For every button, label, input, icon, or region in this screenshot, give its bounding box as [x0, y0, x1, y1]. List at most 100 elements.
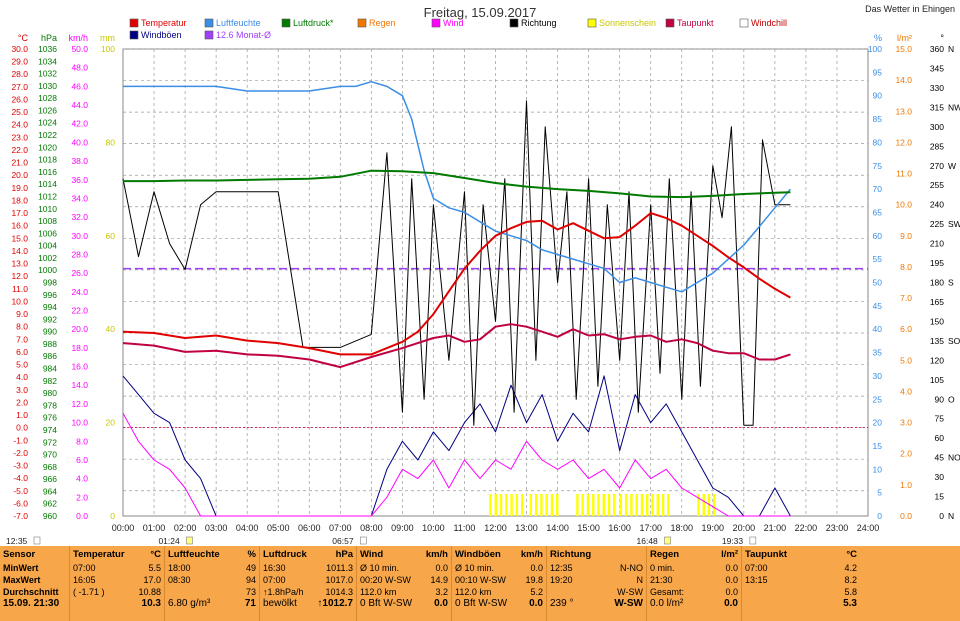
stat-column-richtung: Richtung 12:35 N-NO 19:20 N W-SW 239 ° W-SW	[547, 546, 647, 621]
sunshine-bar	[494, 494, 497, 516]
series-richtung	[122, 100, 791, 426]
axis-tick-°C: -5.0	[13, 486, 28, 496]
axis-tick-hPa: 1006	[38, 228, 57, 238]
axis-tick-hPa: 1022	[38, 130, 57, 140]
axis-tick-%: 5	[877, 488, 882, 498]
axis-unit-l/m²: l/m²	[897, 33, 912, 43]
axis-tick-km/h: 18.0	[71, 343, 88, 353]
legend-swatch	[665, 18, 675, 28]
legend-item-5: Richtung	[509, 18, 557, 28]
x-tick-label: 01:00	[143, 523, 166, 533]
sunshine-bar	[597, 494, 600, 516]
axis-tick-°C: 29.0	[11, 57, 28, 67]
axis-tick-%: 40	[873, 324, 883, 334]
row-label-min: MinWert	[3, 563, 39, 573]
stat-unit: km/h	[425, 549, 448, 560]
axis-tick-hPa: 988	[43, 339, 57, 349]
legend-swatch	[129, 30, 139, 40]
axis-tick-hPa: 1028	[38, 93, 57, 103]
axis-tick-°C: 19.0	[11, 183, 28, 193]
direction-label: N	[948, 511, 954, 521]
axis-tick-hPa: 974	[43, 425, 57, 435]
axis-tick-hPa: 972	[43, 437, 57, 447]
stat-label: 6.80 g/m³	[168, 598, 211, 609]
axis-tick-%: 45	[873, 301, 883, 311]
axis-tick-km/h: 24.0	[71, 287, 88, 297]
legend-item-0: Temperatur	[129, 18, 187, 28]
axis-tick-°C: 6.0	[16, 347, 28, 357]
stat-value: 10.88	[138, 587, 161, 597]
axis-unit-hPa: hPa	[41, 33, 57, 43]
axis-tick-°C: 21.0	[11, 158, 28, 168]
stat-unit: °C	[846, 549, 857, 560]
sunshine-bar	[510, 494, 513, 516]
axis-tick-°: 255	[930, 180, 944, 190]
axis-tick-°C: 23.0	[11, 132, 28, 142]
direction-label: SW	[948, 219, 960, 229]
left-axes: °C -7.0 -6.0 -5.0 -4.0 -3.0 -2.0 -1.0 0.0 1.0 2.0 3…	[11, 33, 115, 521]
stat-unit: °C	[150, 549, 161, 560]
stat-label: ( -1.71 )	[73, 587, 105, 597]
sunshine-bar	[515, 494, 519, 516]
stat-label: 16:30	[263, 563, 286, 573]
x-tick-label: 22:00	[795, 523, 818, 533]
direction-label: S	[948, 278, 954, 288]
axis-tick-km/h: 20.0	[71, 324, 88, 334]
direction-label: N	[948, 44, 954, 54]
axis-tick-hPa: 1036	[38, 44, 57, 54]
axis-tick-hPa: 1008	[38, 216, 57, 226]
axis-tick-°C: 12.0	[11, 271, 28, 281]
axis-tick-hPa: 980	[43, 388, 57, 398]
axis-tick-%: 50	[873, 278, 883, 288]
axis-tick-hPa: 964	[43, 486, 57, 496]
axis-tick-l/m²: 13.0	[895, 106, 912, 116]
sunshine-bar	[540, 494, 543, 516]
sunshine-bar	[613, 494, 616, 516]
legend-swatch	[281, 18, 291, 28]
axis-tick-%: 65	[873, 207, 883, 217]
axis-tick-km/h: 36.0	[71, 175, 88, 185]
stat-value: 5.5	[148, 563, 161, 573]
legend-swatch	[129, 18, 139, 28]
axis-tick-%: 0	[877, 511, 882, 521]
axis-tick-l/m²: 6.0	[900, 324, 912, 334]
x-tick-label: 08:00	[360, 523, 383, 533]
axis-tick-°: 330	[930, 83, 944, 93]
axis-tick-°: 300	[930, 122, 944, 132]
axis-tick-l/m²: 3.0	[900, 418, 912, 428]
axis-tick-°C: 18.0	[11, 195, 28, 205]
axis-tick-l/m²: 12.0	[895, 137, 912, 147]
legend-label: Windböen	[141, 30, 182, 40]
x-tick-label: 20:00	[733, 523, 756, 533]
legend-swatch	[357, 18, 367, 28]
stat-value: 4.2	[844, 563, 857, 573]
stat-value: 0.0	[725, 575, 738, 585]
legend-label: Luftdruck*	[293, 18, 334, 28]
stat-label: bewölkt	[263, 598, 297, 609]
stat-value: 94	[245, 575, 256, 585]
legend-item-4: Wind	[431, 18, 464, 28]
stat-unit: hPa	[335, 549, 353, 560]
axis-tick-hPa: 994	[43, 302, 57, 312]
legend-item-1: Luftfeuchte	[204, 18, 261, 28]
stat-label: 0 Bft W-SW	[455, 598, 508, 609]
stat-label: 13:15	[745, 575, 768, 585]
axis-tick-l/m²: 1.0	[900, 480, 912, 490]
time-marker-box	[33, 536, 41, 545]
sunshine-bar	[702, 494, 705, 516]
time-marker: 19:33	[722, 536, 744, 546]
stat-label: Ø 10 min.	[360, 563, 400, 573]
stat-value: 17.0	[143, 575, 161, 585]
axis-tick-°: 45	[935, 453, 945, 463]
x-tick-label: 18:00	[670, 523, 693, 533]
legend-item-8: Windchill	[739, 18, 787, 28]
stat-label: 112.0 km	[360, 587, 397, 597]
axis-tick-hPa: 960	[43, 511, 57, 521]
axis-tick-°C: 28.0	[11, 69, 28, 79]
right-axes: % 0 5 10 15 20 25 30 35 40 45 50 55 60 65 70 75 80 85 90 95 1…	[868, 33, 960, 521]
x-tick-label: 15:00	[577, 523, 600, 533]
x-tick-label: 24:00	[857, 523, 880, 533]
axis-tick-km/h: 0.0	[76, 511, 88, 521]
axis-tick-°: 30	[935, 472, 945, 482]
axis-tick-°C: 15.0	[11, 233, 28, 243]
